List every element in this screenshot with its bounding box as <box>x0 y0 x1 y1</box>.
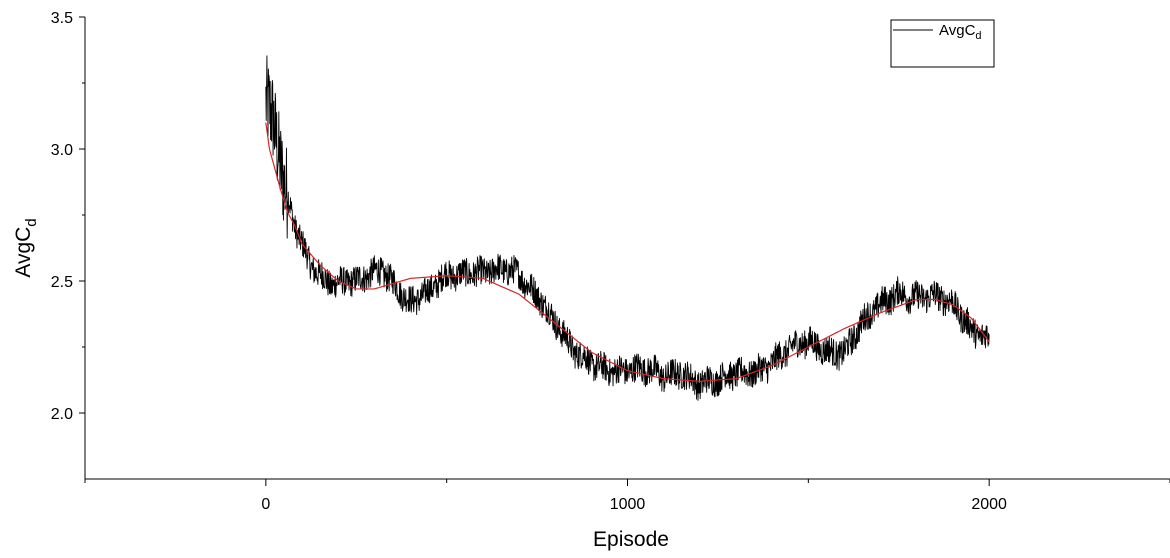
legend-box <box>890 19 995 68</box>
x-tick-label: 0 <box>261 496 270 513</box>
x-axis: 0 1000 2000 <box>84 478 1170 513</box>
y-axis: 2.0 2.5 3.0 3.5 <box>51 10 86 479</box>
y-axis-title: AvgCd <box>12 218 40 277</box>
x-axis-ticks: 0 1000 2000 <box>84 479 1170 513</box>
legend-label-base: AvgC <box>939 22 976 39</box>
y-tick-label: 2.0 <box>51 406 73 423</box>
legend-label-subscript: d <box>975 30 981 42</box>
plot-area <box>265 55 990 401</box>
series-line-avgcd <box>265 55 990 401</box>
x-tick-label: 2000 <box>971 496 1007 513</box>
x-axis-title: Episode <box>593 528 669 551</box>
legend: AvgCd <box>890 19 995 68</box>
y-axis-title-base: AvgC <box>12 227 35 278</box>
y-tick-label: 3.5 <box>51 10 73 27</box>
y-tick-label: 2.5 <box>51 274 73 291</box>
y-tick-label: 3.0 <box>51 142 73 159</box>
legend-label-avgcd: AvgCd <box>939 22 982 42</box>
x-tick-label: 1000 <box>610 496 646 513</box>
y-axis-ticks: 2.0 2.5 3.0 3.5 <box>51 10 85 423</box>
y-axis-title-subscript: d <box>23 218 40 226</box>
series-line-fit <box>265 122 990 382</box>
